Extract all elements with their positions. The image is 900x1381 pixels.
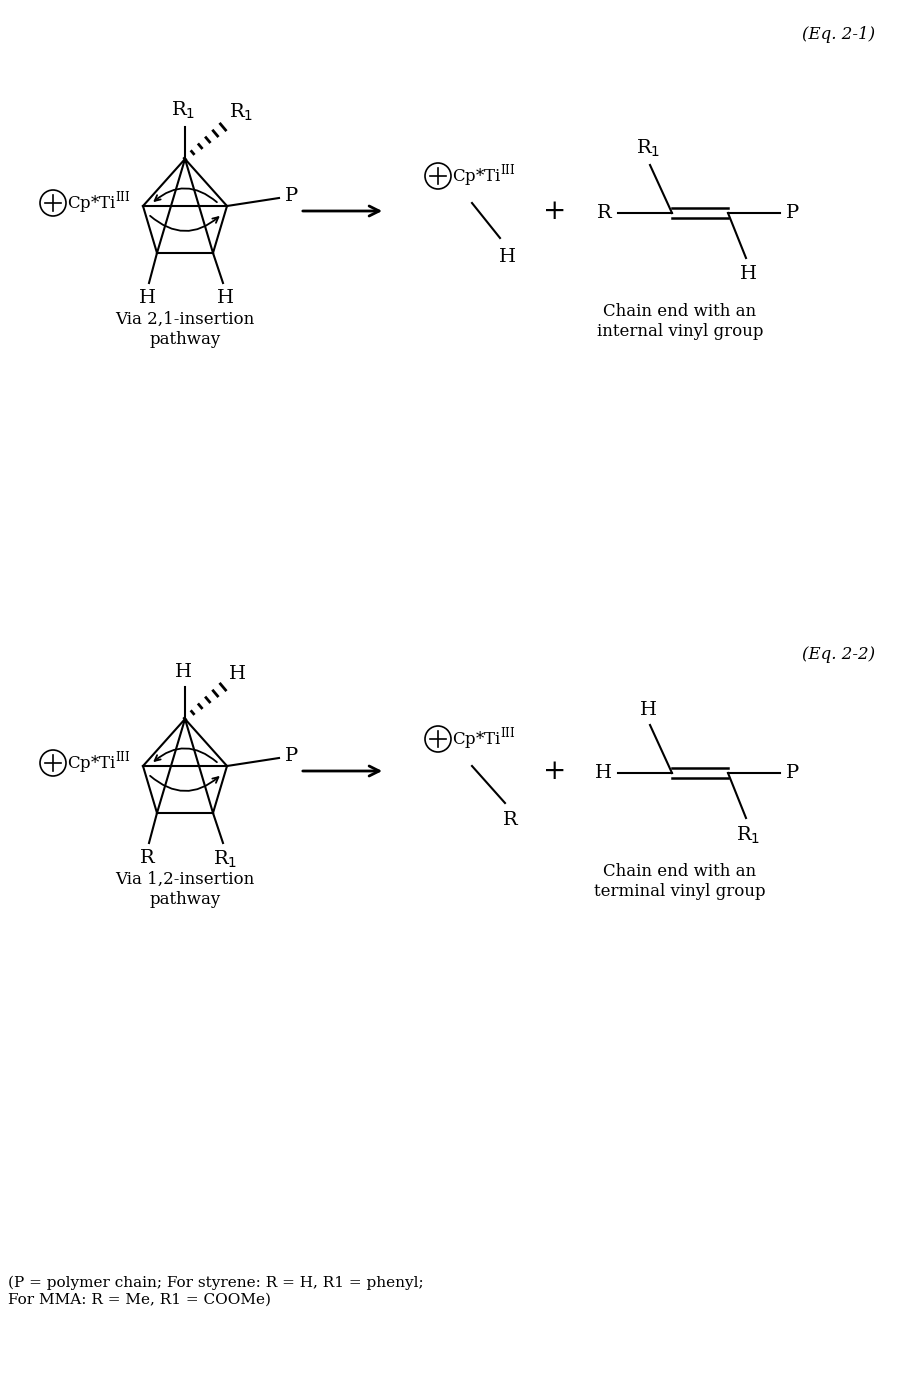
Text: Via 1,2-insertion
pathway: Via 1,2-insertion pathway (115, 871, 255, 907)
Text: R: R (502, 811, 518, 829)
Text: R: R (140, 849, 155, 867)
Text: Chain end with an
internal vinyl group: Chain end with an internal vinyl group (597, 302, 763, 340)
Text: P: P (786, 204, 799, 222)
Text: P: P (786, 764, 799, 782)
Text: H: H (175, 663, 192, 681)
Text: Chain end with an
terminal vinyl group: Chain end with an terminal vinyl group (594, 863, 766, 899)
Text: Cp*Ti$^{\mathregular{III}}$: Cp*Ti$^{\mathregular{III}}$ (452, 725, 516, 753)
Text: (Eq. 2-2): (Eq. 2-2) (802, 646, 875, 663)
Text: Cp*Ti$^{\mathregular{III}}$: Cp*Ti$^{\mathregular{III}}$ (67, 750, 130, 776)
Text: +: + (544, 758, 567, 784)
Text: H: H (640, 702, 656, 720)
Text: R$_1$: R$_1$ (213, 849, 237, 870)
Text: H: H (595, 764, 612, 782)
Text: H: H (499, 249, 516, 267)
Text: R$_1$: R$_1$ (171, 99, 195, 122)
Text: H: H (740, 265, 757, 283)
Text: (P = polymer chain; For styrene: R = H, R1 = phenyl;
For MMA: R = Me, R1 = COOMe: (P = polymer chain; For styrene: R = H, … (8, 1276, 424, 1306)
Text: H: H (217, 289, 233, 307)
Text: R$_1$: R$_1$ (229, 102, 253, 123)
Text: Cp*Ti$^{\mathregular{III}}$: Cp*Ti$^{\mathregular{III}}$ (67, 189, 130, 217)
Text: R$_1$: R$_1$ (636, 138, 660, 159)
Text: H: H (139, 289, 156, 307)
Text: Cp*Ti$^{\mathregular{III}}$: Cp*Ti$^{\mathregular{III}}$ (452, 163, 516, 189)
Text: Via 2,1-insertion
pathway: Via 2,1-insertion pathway (115, 311, 255, 348)
Text: R: R (598, 204, 612, 222)
Text: P: P (285, 747, 298, 765)
Text: (Eq. 2-1): (Eq. 2-1) (802, 26, 875, 43)
Text: H: H (229, 666, 246, 684)
Text: R$_1$: R$_1$ (736, 824, 760, 847)
Text: P: P (285, 186, 298, 204)
Text: +: + (544, 197, 567, 225)
